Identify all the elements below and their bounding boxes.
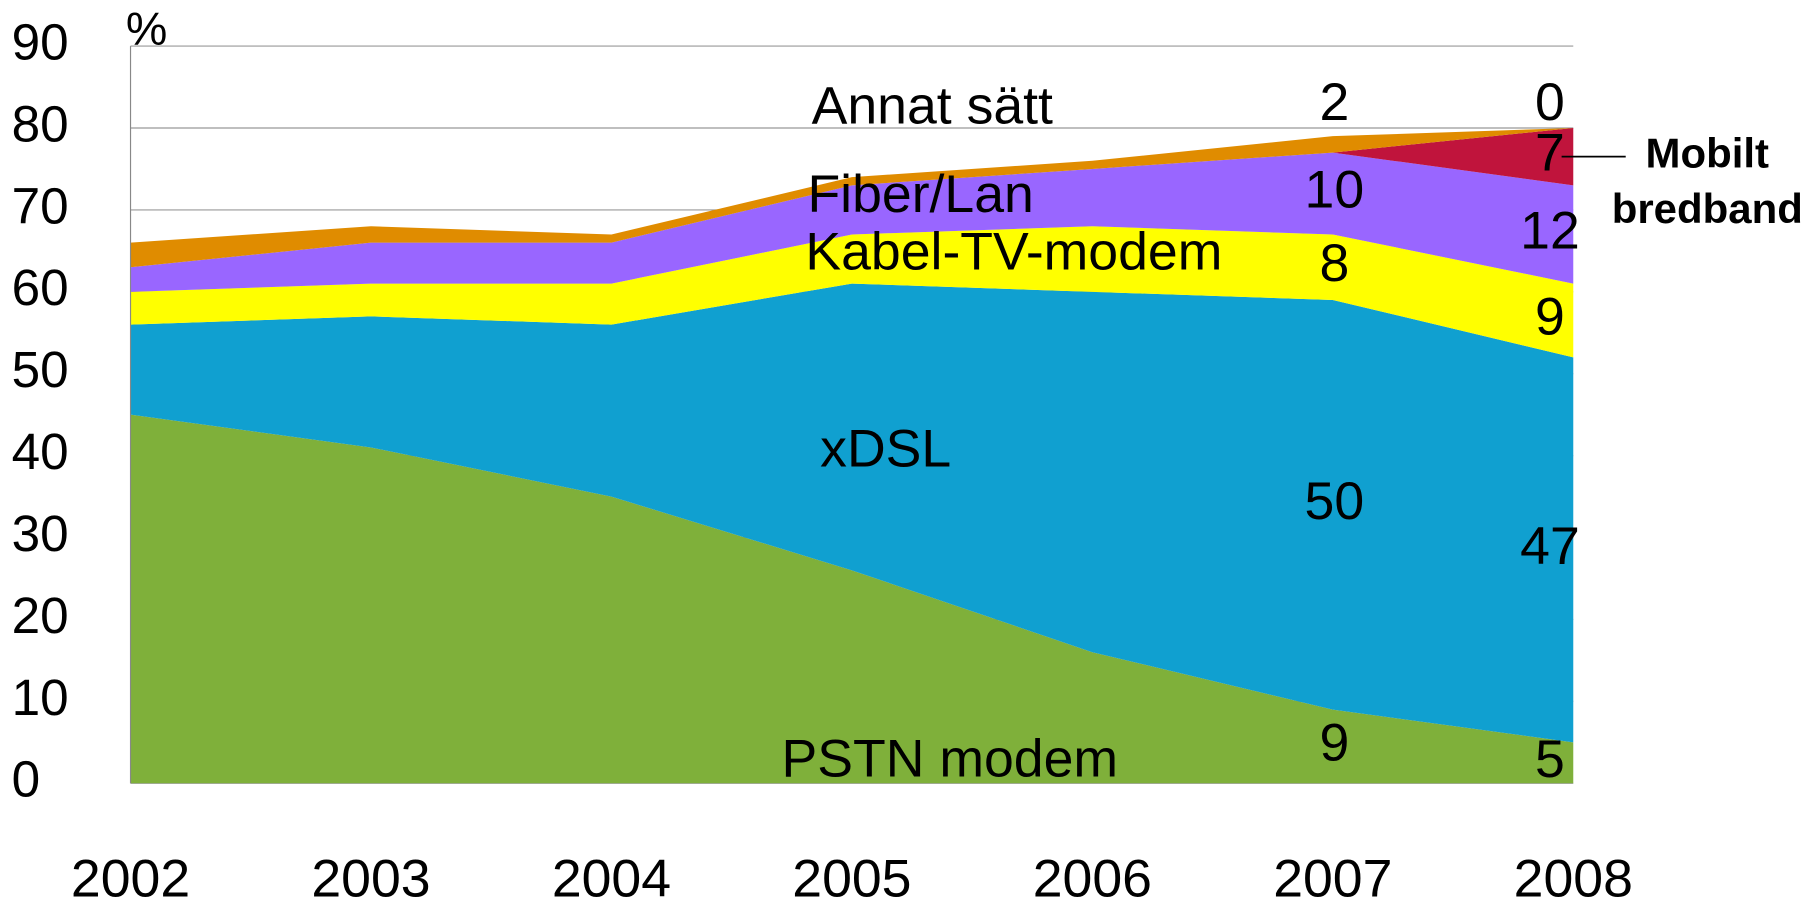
- value-label: 47: [1520, 517, 1580, 576]
- value-label: 9: [1535, 288, 1565, 347]
- series-label: Kabel-TV-modem: [805, 223, 1222, 282]
- series-label: xDSL: [820, 420, 951, 479]
- value-label: 10: [1305, 161, 1365, 220]
- y-tick-label: 40: [12, 423, 69, 480]
- value-label: 5: [1535, 730, 1565, 789]
- y-tick-label: 20: [12, 587, 69, 644]
- y-tick-label: 60: [12, 259, 69, 316]
- value-label: 12: [1520, 202, 1580, 261]
- value-label: 50: [1305, 472, 1365, 531]
- value-label: 0: [1535, 73, 1565, 132]
- x-tick-label: 2007: [1273, 850, 1392, 909]
- value-label: 2: [1319, 73, 1349, 132]
- series-label: Fiber/Lan: [807, 165, 1033, 224]
- series-label: PSTN modem: [782, 730, 1119, 789]
- x-tick-label: 2004: [552, 850, 671, 909]
- area: [130, 152, 1574, 292]
- y-tick-label: 0: [12, 751, 41, 808]
- x-tick-label: 2002: [71, 850, 190, 909]
- value-label: 8: [1319, 235, 1349, 294]
- series-label: Mobilt bredband: [1612, 130, 1803, 232]
- y-tick-label: 50: [12, 341, 69, 398]
- x-tick-label: 2006: [1033, 850, 1152, 909]
- y-tick-label: 70: [12, 178, 69, 235]
- series-label: Annat sätt: [812, 77, 1054, 136]
- area: [130, 414, 1574, 784]
- area: [130, 127, 1574, 268]
- area: [130, 226, 1574, 358]
- y-tick-label: 30: [12, 505, 69, 562]
- y-tick-label: 80: [12, 96, 69, 153]
- value-label: 9: [1319, 714, 1349, 773]
- x-tick-label: 2008: [1514, 850, 1633, 909]
- x-tick-label: 2003: [311, 850, 430, 909]
- value-label: 7: [1535, 124, 1565, 183]
- area: [130, 283, 1574, 743]
- y-tick-label: 10: [12, 669, 69, 726]
- x-tick-label: 2005: [792, 850, 911, 909]
- y-tick-label: 90: [12, 14, 69, 71]
